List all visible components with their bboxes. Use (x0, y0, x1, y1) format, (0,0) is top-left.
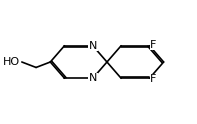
Text: HO: HO (3, 57, 20, 67)
Text: N: N (89, 41, 97, 51)
Text: F: F (150, 40, 157, 50)
Text: N: N (89, 73, 97, 83)
Text: F: F (150, 74, 157, 84)
